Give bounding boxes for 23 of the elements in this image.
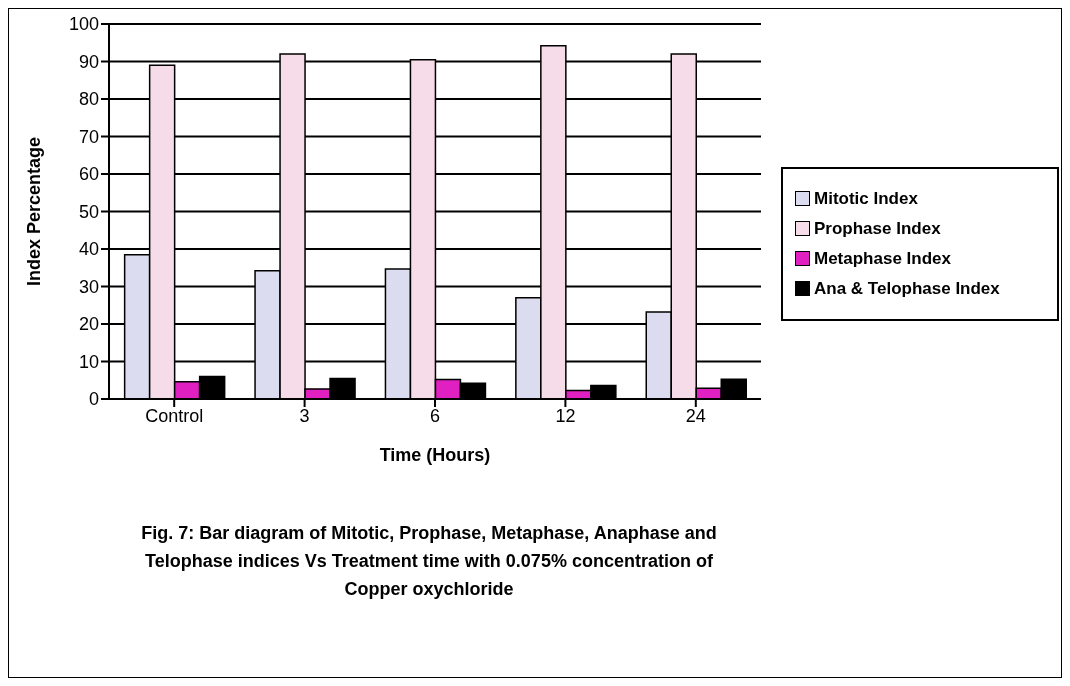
y-tick-label: 70 bbox=[78, 126, 99, 147]
y-tick-label: 60 bbox=[78, 164, 99, 185]
y-tick-label: 50 bbox=[78, 201, 99, 222]
y-tick-label: 30 bbox=[78, 276, 99, 297]
legend-label: Ana & Telophase Index bbox=[814, 279, 1000, 299]
caption: Fig. 7: Bar diagram of Mitotic, Prophase, Metaphase, Anaphase and Telophase indices Vs Treatment time with 0.075% concentration of Copper oxychloride bbox=[140, 522, 718, 601]
y-axis-title: Index Percentage bbox=[24, 136, 45, 287]
x-tick-label: 6 bbox=[429, 405, 441, 426]
y-tick-label: 80 bbox=[78, 89, 99, 110]
y-tick-label: 40 bbox=[78, 239, 99, 260]
legend-label: Metaphase Index bbox=[814, 249, 951, 269]
legend-label: Prophase Index bbox=[814, 219, 941, 239]
y-tick-label: 0 bbox=[88, 389, 99, 410]
y-tick-label: 100 bbox=[68, 14, 99, 35]
x-axis-title: Time (Hours) bbox=[379, 445, 491, 465]
y-tick-label: 20 bbox=[78, 314, 99, 335]
y-tick-label: 90 bbox=[78, 51, 99, 72]
legend-label: Mitotic Index bbox=[814, 189, 918, 209]
x-tick-label: 3 bbox=[299, 405, 310, 426]
x-tick-label: 24 bbox=[685, 405, 706, 426]
y-tick-label: 10 bbox=[78, 351, 99, 372]
x-tick-label: 12 bbox=[555, 405, 576, 426]
x-tick-label: Control bbox=[145, 405, 204, 426]
